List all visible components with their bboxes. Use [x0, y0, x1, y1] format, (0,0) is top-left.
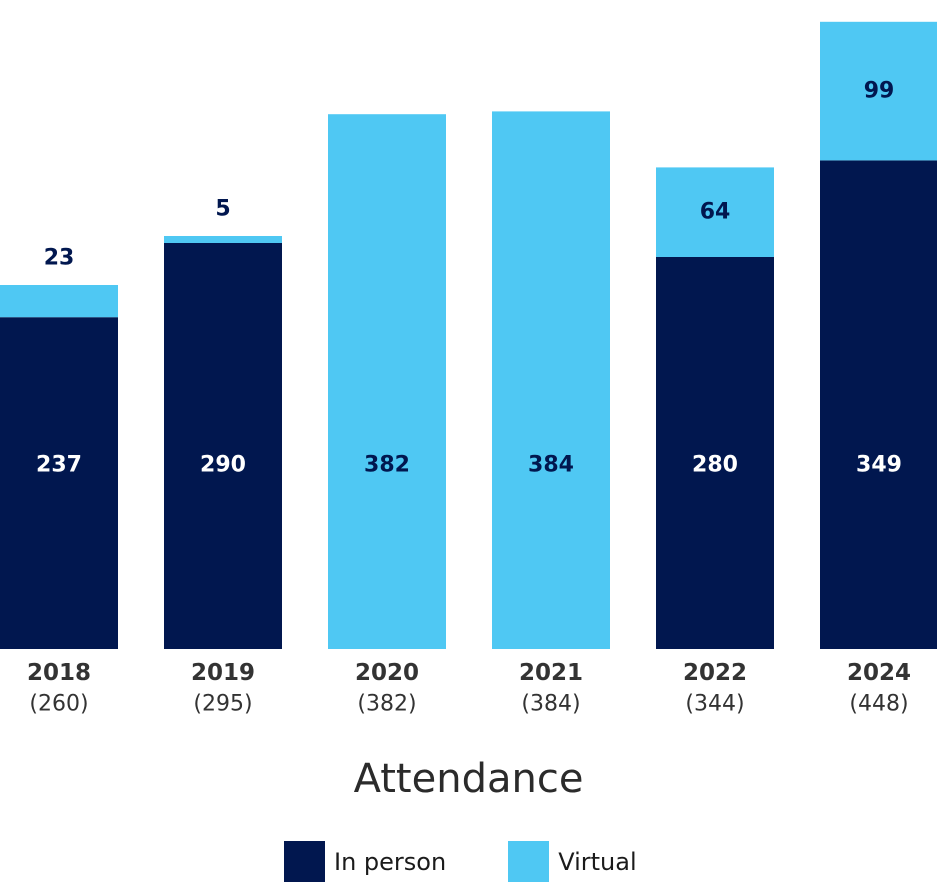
data-label-virtual-2022: 64	[700, 200, 731, 225]
data-label-virtual-2019: 5	[215, 197, 230, 222]
chart-title: Attendance	[353, 756, 584, 802]
x-tick-label-2024: 2024	[847, 660, 911, 686]
data-label-in-person-2018: 237	[36, 453, 82, 478]
data-label-in-person-2022: 280	[692, 453, 738, 478]
x-tick-label-2019: 2019	[191, 660, 255, 686]
data-label-virtual-2018: 23	[44, 246, 75, 271]
data-label-virtual-2020: 382	[364, 453, 410, 478]
x-tick-label-2020: 2020	[355, 660, 419, 686]
x-total-label-2019: (295)	[193, 692, 252, 717]
chart-legend: In person Virtual	[284, 841, 637, 882]
x-tick-label-2022: 2022	[683, 660, 747, 686]
data-label-in-person-2019: 290	[200, 453, 246, 478]
x-total-label-2021: (384)	[521, 692, 580, 717]
data-label-in-person-2024: 349	[856, 453, 902, 478]
bar-in-person-2019	[164, 243, 282, 649]
legend-label-in-person: In person	[334, 847, 447, 876]
bar-in-person-2018	[0, 317, 118, 649]
bar-virtual-2018	[0, 285, 118, 318]
x-total-label-2024: (448)	[849, 692, 908, 717]
legend-swatch-in-person	[284, 841, 325, 882]
bar-virtual-2021	[492, 111, 610, 649]
legend-swatch-virtual	[508, 841, 550, 882]
bar-virtual-2024	[820, 21, 937, 161]
x-total-label-2020: (382)	[357, 692, 416, 717]
legend-item-virtual: Virtual	[508, 841, 637, 882]
legend-label-virtual: Virtual	[558, 847, 637, 876]
bar-virtual-2022	[656, 167, 774, 257]
bar-in-person-2022	[656, 257, 774, 649]
data-label-virtual-2024: 99	[864, 79, 895, 104]
x-total-label-2018: (260)	[29, 692, 88, 717]
bar-virtual-2019	[164, 236, 282, 243]
x-tick-label-2021: 2021	[519, 660, 583, 686]
data-label-virtual-2021: 384	[528, 453, 574, 478]
x-total-label-2022: (344)	[685, 692, 744, 717]
bar-virtual-2020	[328, 114, 446, 649]
x-tick-label-2018: 2018	[27, 660, 91, 686]
bar-in-person-2024	[820, 160, 937, 649]
legend-item-in-person: In person	[284, 841, 446, 882]
bar-chart-plot: 237 23 2018 (260) 290 5 2019 (295) 382 2020 (382) 3…	[0, 21, 937, 717]
